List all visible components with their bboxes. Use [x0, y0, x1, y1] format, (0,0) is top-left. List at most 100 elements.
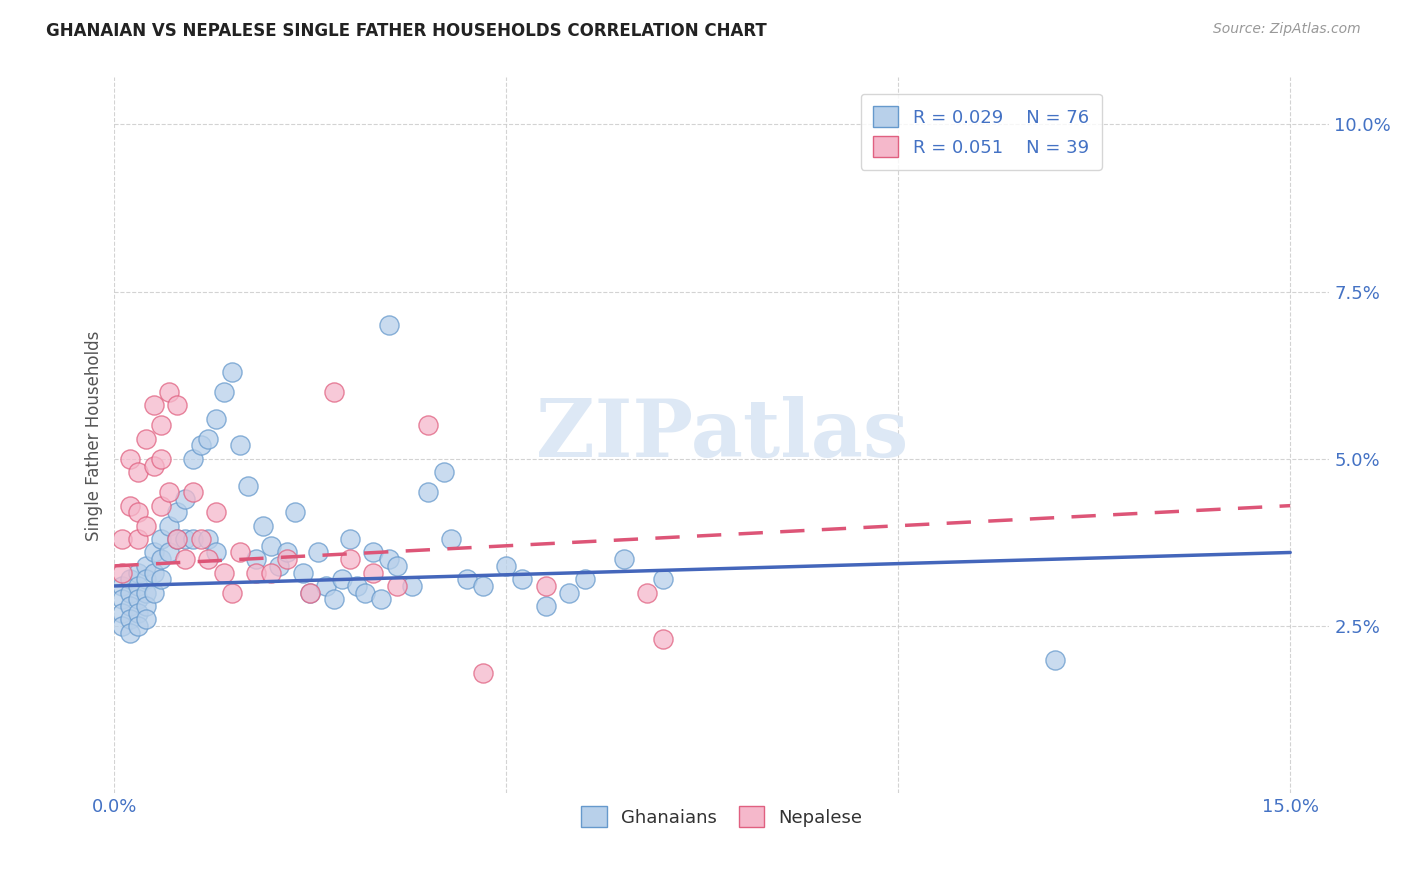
Point — [339, 532, 361, 546]
Point — [574, 572, 596, 586]
Point — [127, 619, 149, 633]
Point — [252, 518, 274, 533]
Point — [111, 532, 134, 546]
Point — [534, 579, 557, 593]
Point — [385, 558, 408, 573]
Point — [361, 545, 384, 559]
Point — [142, 585, 165, 599]
Point — [291, 566, 314, 580]
Point — [120, 625, 142, 640]
Point — [157, 485, 180, 500]
Point — [440, 532, 463, 546]
Point — [456, 572, 478, 586]
Point — [181, 532, 204, 546]
Point — [120, 499, 142, 513]
Point — [197, 552, 219, 566]
Point — [221, 365, 243, 379]
Point — [378, 318, 401, 332]
Point — [142, 458, 165, 473]
Point — [120, 451, 142, 466]
Point — [120, 585, 142, 599]
Point — [166, 505, 188, 519]
Point — [276, 545, 298, 559]
Legend: Ghanaians, Nepalese: Ghanaians, Nepalese — [574, 799, 870, 834]
Point — [127, 579, 149, 593]
Point — [205, 505, 228, 519]
Point — [111, 579, 134, 593]
Text: GHANAIAN VS NEPALESE SINGLE FATHER HOUSEHOLDS CORRELATION CHART: GHANAIAN VS NEPALESE SINGLE FATHER HOUSE… — [46, 22, 768, 40]
Point — [534, 599, 557, 613]
Point — [127, 465, 149, 479]
Point — [111, 606, 134, 620]
Point — [322, 592, 344, 607]
Point — [150, 532, 173, 546]
Point — [111, 566, 134, 580]
Point — [613, 552, 636, 566]
Point — [127, 566, 149, 580]
Point — [135, 585, 157, 599]
Point — [127, 592, 149, 607]
Point — [236, 478, 259, 492]
Point — [174, 552, 197, 566]
Point — [495, 558, 517, 573]
Point — [157, 545, 180, 559]
Point — [416, 485, 439, 500]
Point — [307, 545, 329, 559]
Point — [385, 579, 408, 593]
Point — [120, 572, 142, 586]
Point — [652, 632, 675, 647]
Point — [197, 532, 219, 546]
Point — [174, 491, 197, 506]
Y-axis label: Single Father Households: Single Father Households — [86, 330, 103, 541]
Point — [205, 545, 228, 559]
Point — [276, 552, 298, 566]
Point — [150, 499, 173, 513]
Point — [401, 579, 423, 593]
Point — [558, 585, 581, 599]
Point — [142, 566, 165, 580]
Point — [111, 619, 134, 633]
Point — [150, 451, 173, 466]
Point — [212, 566, 235, 580]
Point — [652, 572, 675, 586]
Point — [174, 532, 197, 546]
Point — [260, 539, 283, 553]
Point — [299, 585, 322, 599]
Point — [339, 552, 361, 566]
Point — [471, 665, 494, 680]
Point — [370, 592, 392, 607]
Point — [245, 566, 267, 580]
Point — [150, 572, 173, 586]
Point — [1043, 652, 1066, 666]
Point — [157, 384, 180, 399]
Point — [636, 585, 658, 599]
Point — [135, 518, 157, 533]
Point — [354, 585, 377, 599]
Point — [245, 552, 267, 566]
Point — [471, 579, 494, 593]
Point — [135, 572, 157, 586]
Point — [190, 438, 212, 452]
Point — [378, 552, 401, 566]
Point — [510, 572, 533, 586]
Point — [315, 579, 337, 593]
Point — [127, 505, 149, 519]
Point — [416, 418, 439, 433]
Point — [284, 505, 307, 519]
Point — [157, 518, 180, 533]
Point — [361, 566, 384, 580]
Point — [260, 566, 283, 580]
Point — [299, 585, 322, 599]
Point — [150, 418, 173, 433]
Text: Source: ZipAtlas.com: Source: ZipAtlas.com — [1213, 22, 1361, 37]
Point — [142, 545, 165, 559]
Point — [127, 532, 149, 546]
Point — [190, 532, 212, 546]
Point — [150, 552, 173, 566]
Point — [433, 465, 456, 479]
Point — [142, 398, 165, 412]
Point — [120, 612, 142, 626]
Point — [135, 612, 157, 626]
Point — [229, 438, 252, 452]
Point — [221, 585, 243, 599]
